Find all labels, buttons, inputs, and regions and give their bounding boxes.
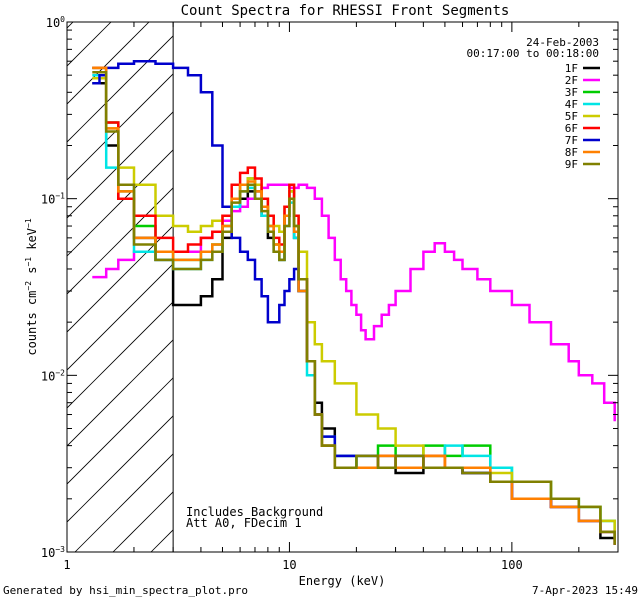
axis-ticks	[66, 21, 619, 553]
footer-generated-by: Generated by hsi_min_spectra_plot.pro	[3, 584, 248, 597]
x-tick-label: 10	[282, 558, 296, 572]
y-tick-label: 10−1	[41, 192, 65, 207]
legend-label-1F: 1F	[565, 62, 578, 75]
legend-label-3F: 3F	[565, 86, 578, 99]
x-axis-label: Energy (keV)	[299, 574, 386, 588]
legend-label-5F: 5F	[565, 110, 578, 123]
y-axis-label: counts cm−2 s−1 keV−1	[24, 218, 39, 355]
hatch-line	[67, 377, 174, 485]
plot-frame	[66, 21, 619, 553]
time-range-label: 00:17:00 to 00:18:00	[467, 47, 599, 60]
footer-timestamp: 7-Apr-2023 15:49	[532, 584, 638, 597]
axis-tick-labels: 1 10 100 100 10−1 10−2 10−3	[41, 15, 523, 572]
chart-title: Count Spectra for RHESSI Front Segments	[181, 3, 510, 19]
hatch-line	[67, 22, 150, 105]
series-line-2F	[92, 183, 616, 422]
hatch-line	[67, 187, 174, 295]
series-line-9F	[92, 70, 616, 545]
date-label: 24-Feb-2003	[526, 36, 599, 49]
legend-label-6F: 6F	[565, 122, 578, 135]
hatch-line	[67, 22, 112, 67]
series-layer	[92, 59, 616, 545]
annotation-attenuator: Att A0, FDecim 1	[186, 516, 302, 530]
hatch-line	[67, 35, 174, 143]
legend-label-2F: 2F	[565, 74, 578, 87]
annotation-background: Includes Background	[186, 505, 323, 519]
y-tick-label: 10−3	[41, 545, 65, 560]
legend-label-4F: 4F	[565, 98, 578, 111]
y-tick-label: 100	[46, 15, 65, 30]
legend-label-8F: 8F	[565, 146, 578, 159]
legend-label-7F: 7F	[565, 134, 578, 147]
x-tick-label: 100	[501, 558, 523, 572]
x-tick-label: 1	[63, 558, 70, 572]
y-tick-label: 10−2	[41, 368, 65, 383]
series-line-8F	[92, 66, 616, 545]
hatch-line	[67, 415, 174, 523]
legend-label-9F: 9F	[565, 158, 578, 171]
